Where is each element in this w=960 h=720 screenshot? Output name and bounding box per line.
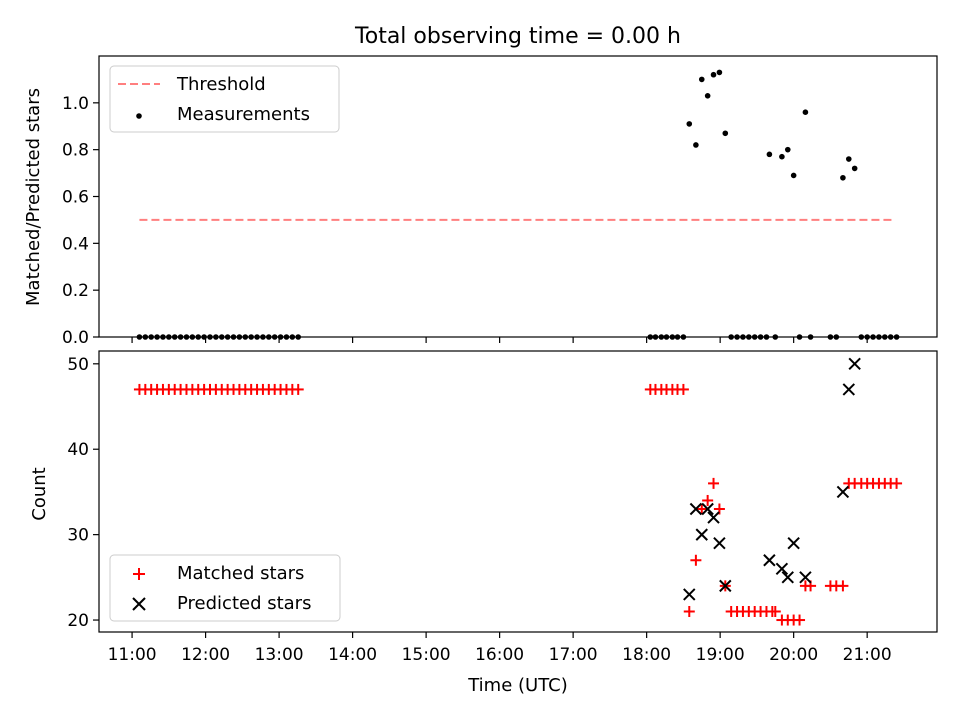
- bottom-x-tick-label: 13:00: [255, 645, 304, 665]
- top-y-tick-label: 0.6: [62, 188, 89, 208]
- predicted-stars-point: [781, 571, 794, 584]
- top-y-tick-label: 0.8: [62, 141, 89, 161]
- predicted-stars-point: [763, 554, 776, 567]
- matched-stars-point: [891, 477, 903, 489]
- predicted-stars-point: [799, 571, 812, 584]
- bottom-panel: 11:00 12:00 13:00 14:00 15:00 16:00 17:00 18:00…: [29, 350, 938, 696]
- bottom-x-tick-label: 20:00: [769, 645, 818, 665]
- predicted-stars-point: [689, 502, 703, 516]
- top-y-tick-label: 1.0: [62, 94, 89, 114]
- bottom-x-tick-label: 16:00: [475, 645, 524, 665]
- measurements-point: [790, 172, 797, 179]
- measurements-point: [698, 76, 705, 83]
- measurements-point: [802, 109, 809, 115]
- bottom-y-tick-label: 40: [67, 440, 89, 460]
- legend-predicted-swatch: [132, 597, 146, 611]
- top-axes: 0.0 0.2 0.4 0.6 0.8 1.0: [62, 94, 868, 348]
- legend-measurements-label: Measurements: [177, 104, 310, 125]
- measurements-point: [722, 130, 729, 137]
- measurements-point: [845, 156, 852, 162]
- bottom-x-axis-label: Time (UTC): [467, 675, 568, 696]
- legend-matched-swatch: [133, 568, 145, 580]
- matched-stars-point: [677, 383, 689, 395]
- legend-threshold-label: Threshold: [176, 74, 266, 95]
- bottom-x-tick-label: 17:00: [549, 645, 598, 665]
- top-y-tick-label: 0.2: [62, 281, 89, 301]
- matched-stars-point: [702, 494, 714, 506]
- predicted-stars-point: [695, 528, 708, 541]
- bottom-y-tick-label: 30: [67, 526, 89, 546]
- matched-stars-point: [292, 383, 304, 395]
- top-panel: 0.0 0.2 0.4 0.6 0.8 1.0 Matched/Predicted sta…: [23, 55, 938, 348]
- predicted-stars-point: [842, 383, 855, 396]
- measurements-point: [851, 165, 858, 172]
- bottom-x-tick-label: 11:00: [108, 645, 157, 665]
- matched-stars-point: [837, 580, 849, 592]
- measurements-point: [710, 71, 717, 78]
- bottom-legend: Matched stars Predicted stars: [109, 554, 341, 622]
- bottom-x-tick-label: 21:00: [843, 645, 892, 665]
- bottom-data-layer: [133, 357, 903, 626]
- legend-predicted-label: Predicted stars: [177, 593, 311, 614]
- matched-stars-point: [683, 606, 695, 618]
- predicted-stars-point: [683, 588, 696, 601]
- legend-measurements-swatch: [136, 113, 142, 119]
- predicted-stars-point: [836, 485, 850, 499]
- measurements-point: [686, 121, 693, 127]
- predicted-stars-point: [787, 536, 800, 550]
- measurements-point: [779, 153, 785, 160]
- measurements-point: [704, 93, 711, 99]
- measurements-point: [840, 174, 846, 181]
- bottom-axes: 11:00 12:00 13:00 14:00 15:00 16:00 17:00 18:00…: [67, 355, 891, 665]
- bottom-x-tick-label: 14:00: [328, 645, 377, 665]
- bottom-legend-box: [109, 554, 341, 622]
- measurements-point: [766, 151, 773, 158]
- bottom-x-tick-label: 12:00: [181, 645, 230, 665]
- bottom-y-tick-label: 20: [67, 611, 89, 631]
- matched-stars-point: [696, 503, 708, 515]
- bottom-y-axis-label: Count: [29, 467, 50, 520]
- top-legend: Threshold Measurements: [109, 65, 340, 133]
- top-y-axis-label: Matched/Predicted stars: [23, 88, 44, 306]
- predicted-stars-point: [848, 357, 861, 371]
- predicted-stars-point: [713, 536, 726, 550]
- predicted-stars-point: [701, 502, 714, 516]
- bottom-y-tick-label: 50: [67, 355, 89, 375]
- top-y-tick-label: 0.4: [62, 234, 89, 254]
- matched-stars-point: [794, 614, 806, 626]
- legend-matched-label: Matched stars: [177, 563, 304, 584]
- bottom-axes-frame: [98, 350, 938, 633]
- measurements-point: [784, 146, 791, 153]
- figure-title: Total observing time = 0.00 h: [354, 24, 681, 49]
- predicted-stars-point: [707, 511, 720, 524]
- matched-stars-point: [769, 606, 781, 618]
- bottom-x-tick-label: 15:00: [402, 645, 451, 665]
- matched-stars-point: [708, 477, 720, 489]
- matched-stars-point: [690, 554, 702, 566]
- measurements-point: [693, 142, 699, 148]
- bottom-x-tick-label: 19:00: [696, 645, 745, 665]
- top-y-tick-label: 0.0: [62, 328, 89, 348]
- predicted-stars-point: [775, 562, 789, 576]
- predicted-stars-point: [719, 579, 732, 593]
- top-legend-box: [109, 65, 340, 133]
- bottom-x-tick-label: 18:00: [622, 645, 671, 665]
- top-axes-frame: [98, 55, 938, 338]
- measurements-point: [716, 69, 723, 76]
